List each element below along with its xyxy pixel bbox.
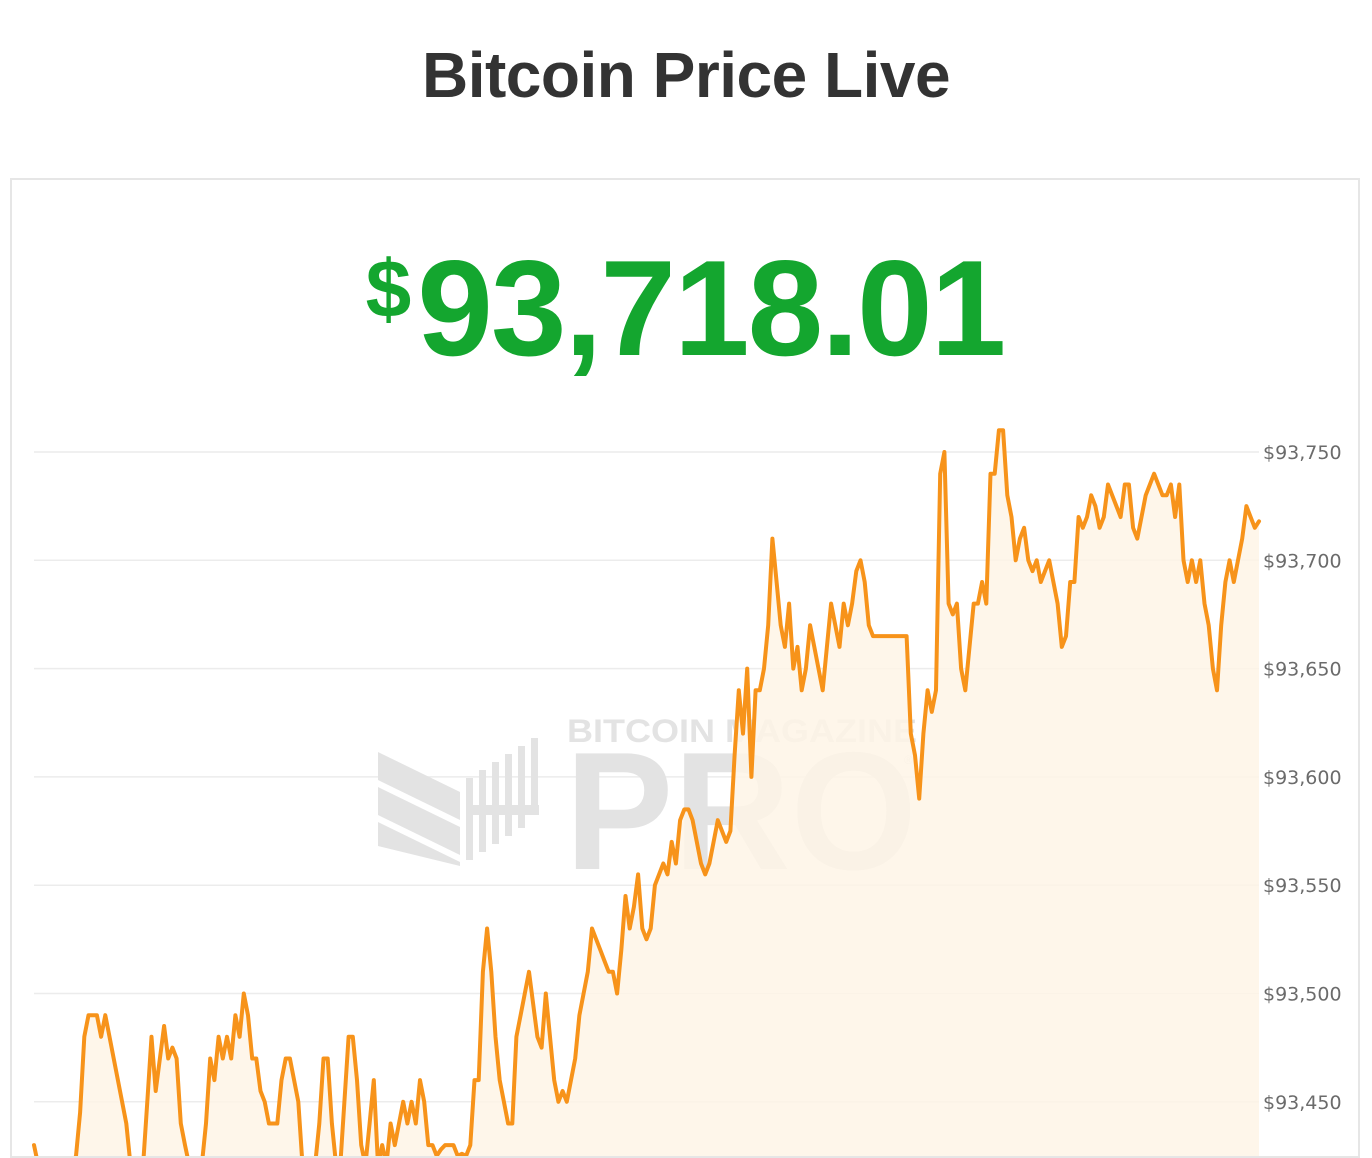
y-tick-label: $93,700 [1263, 550, 1342, 572]
y-axis: $93,750 $93,700 $93,650 $93,600 $93,550 $93,5… [1263, 442, 1342, 1114]
price-line [32, 428, 1261, 1156]
price-card: $93,718.01 BITCOIN MAGAZINE PRO ® $93,75… [10, 178, 1360, 1158]
y-tick-label: $93,600 [1263, 767, 1342, 789]
currency-symbol: $ [365, 244, 412, 335]
y-tick-label: $93,450 [1263, 1092, 1342, 1114]
y-tick-label: $93,500 [1263, 984, 1342, 1006]
price-value: 93,718.01 [417, 232, 1006, 384]
watermark-emblem-icon [378, 738, 539, 866]
y-tick-label: $93,650 [1263, 659, 1342, 681]
price-chart: BITCOIN MAGAZINE PRO ® $93,750$93,700$93… [32, 428, 1342, 1156]
page-title: Bitcoin Price Live [421, 39, 951, 111]
y-tick-label: $93,550 [1263, 875, 1342, 897]
current-price: $93,718.01 [12, 230, 1358, 386]
price-area-fill [34, 430, 1259, 1156]
y-tick-label: $93,750 [1263, 442, 1342, 464]
